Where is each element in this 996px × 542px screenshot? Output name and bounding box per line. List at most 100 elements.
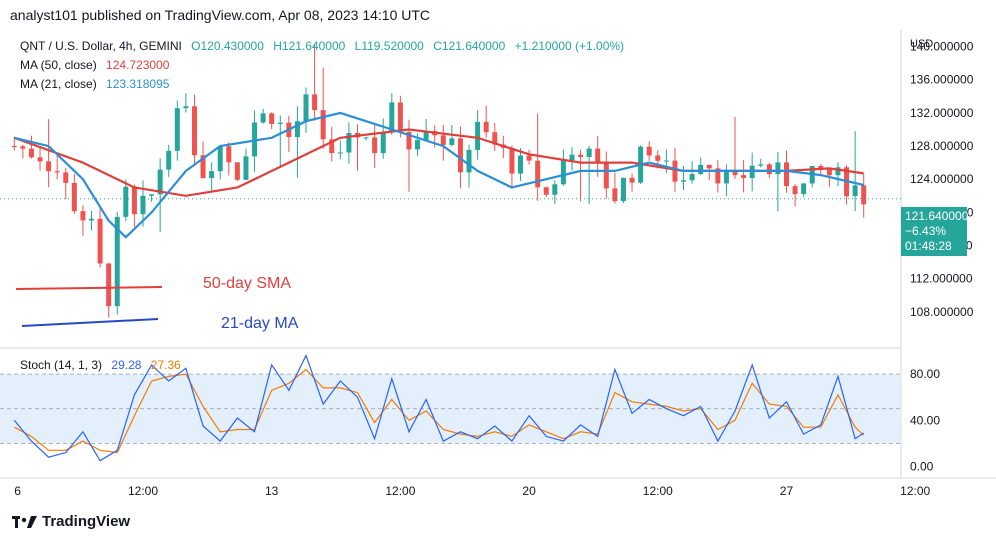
candle-body <box>37 157 43 162</box>
candle-body <box>106 263 112 307</box>
candle-body <box>97 218 103 264</box>
last-price: 121.640000 <box>905 209 969 223</box>
time-tick-label: 13 <box>265 484 279 498</box>
ma21-legend[interactable]: MA (21, close) 123.318095 <box>20 77 175 91</box>
ohlc-high: H121.640000 <box>273 39 346 53</box>
ma21-drawn-line <box>21 318 159 327</box>
candle-body <box>732 171 738 176</box>
candle-body <box>397 102 403 132</box>
candle-body <box>406 131 412 150</box>
time-tick-label: 12:00 <box>128 484 158 498</box>
candle-body <box>372 137 378 154</box>
candle-body <box>689 174 695 181</box>
time-tick-label: 12:00 <box>900 484 930 498</box>
sma50-annotation: 50-day SMA <box>203 275 291 292</box>
stoch-tick-label: 40.00 <box>910 413 940 427</box>
candle-body <box>191 106 197 156</box>
candle-body <box>518 155 524 174</box>
candle-body <box>337 152 343 154</box>
candle-body <box>861 185 867 205</box>
candle-body <box>89 218 95 221</box>
ma21-value: 123.318095 <box>106 77 170 91</box>
candle-body <box>715 168 721 184</box>
ma50-value: 124.723000 <box>106 58 170 72</box>
time-tick-label: 12:00 <box>385 484 415 498</box>
tradingview-brand[interactable]: TradingView <box>12 513 130 530</box>
candle-body <box>818 165 824 168</box>
candle-body <box>741 175 747 179</box>
candle-body <box>252 122 258 157</box>
candle-body <box>475 121 481 150</box>
candle-body <box>217 146 223 172</box>
candle-body <box>20 146 26 149</box>
stoch-k-line <box>13 354 865 462</box>
candle-body <box>758 164 764 166</box>
candle-body <box>54 171 60 173</box>
candle-body <box>449 138 455 145</box>
candle-body <box>114 216 120 307</box>
candle-body <box>157 169 163 195</box>
ohlc-open: O120.430000 <box>191 39 264 53</box>
candle-body <box>28 148 34 158</box>
candle-body <box>852 185 858 197</box>
stoch-legend[interactable]: Stoch (14, 1, 3) 29.28 27.36 <box>20 358 187 372</box>
stoch-d-line <box>14 368 865 454</box>
candle-body <box>166 150 172 170</box>
candle-body <box>620 177 626 202</box>
candle-body <box>303 94 309 122</box>
candle-body <box>149 194 155 196</box>
candle-body <box>11 146 17 148</box>
stoch-label: Stoch (14, 1, 3) <box>20 358 103 372</box>
candle-body <box>329 139 335 154</box>
candle-body <box>526 155 532 161</box>
candle-body <box>560 160 566 185</box>
candle-body <box>457 138 463 173</box>
candle-body <box>346 133 352 153</box>
candle-body <box>363 137 369 139</box>
candle-body <box>629 177 635 183</box>
stoch-tick-label: 0.00 <box>910 459 934 473</box>
sma50-drawn-line <box>15 286 163 290</box>
candle-body <box>277 122 283 124</box>
brand-name: TradingView <box>42 513 131 530</box>
candle-body <box>63 172 69 183</box>
ma21-line <box>14 111 864 239</box>
candle-body <box>663 160 669 162</box>
candle-body <box>174 108 180 151</box>
price-tick-label: 124.000000 <box>910 172 974 186</box>
time-tick-label: 20 <box>522 484 536 498</box>
candle-body <box>698 164 704 175</box>
candle-body <box>578 154 584 157</box>
ma50-line <box>13 128 864 197</box>
candle-body <box>483 121 489 133</box>
candle-body <box>389 102 395 133</box>
candle-body <box>440 135 446 145</box>
candle-body <box>131 186 137 215</box>
candle-body <box>826 167 832 176</box>
candle-body <box>509 147 515 174</box>
symbol-name[interactable]: QNT / U.S. Dollar, 4h, GEMINI <box>20 39 182 53</box>
last-change-pct: −6.43% <box>905 224 947 238</box>
candle-body <box>681 180 687 182</box>
time-tick-label: 6 <box>14 484 21 498</box>
candle-body <box>835 167 841 176</box>
price-axis-currency: USD <box>910 38 933 50</box>
ma21-label: MA (21, close) <box>20 77 97 91</box>
candle-body <box>234 162 240 180</box>
ohlc-low: L119.520000 <box>354 39 424 53</box>
candle-body <box>543 187 549 195</box>
candle-body <box>801 183 807 195</box>
last-price-tag: 121.640000 −6.43% 01:48:28 <box>901 207 969 256</box>
candle-body <box>260 113 266 123</box>
candle-body <box>706 164 712 169</box>
candle-body <box>655 155 661 161</box>
ma50-legend[interactable]: MA (50, close) 124.723000 <box>20 58 175 72</box>
candle-body <box>209 171 215 179</box>
price-tick-label: 112.000000 <box>910 272 973 286</box>
candle-body <box>243 156 249 180</box>
candle-body <box>569 154 575 161</box>
candle-body <box>535 160 541 188</box>
candle-body <box>646 146 652 156</box>
price-tick-label: 128.000000 <box>910 139 974 153</box>
